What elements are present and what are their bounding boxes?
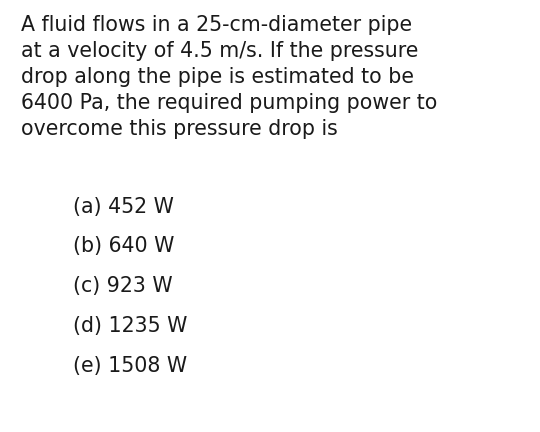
Text: (b) 640 W: (b) 640 W — [73, 236, 174, 256]
Text: (a) 452 W: (a) 452 W — [73, 197, 174, 216]
Text: (e) 1508 W: (e) 1508 W — [73, 356, 187, 375]
Text: (d) 1235 W: (d) 1235 W — [73, 316, 187, 336]
Text: (c) 923 W: (c) 923 W — [73, 276, 172, 296]
Text: A fluid flows in a 25-cm-diameter pipe
at a velocity of 4.5 m/s. If the pressure: A fluid flows in a 25-cm-diameter pipe a… — [21, 15, 437, 140]
